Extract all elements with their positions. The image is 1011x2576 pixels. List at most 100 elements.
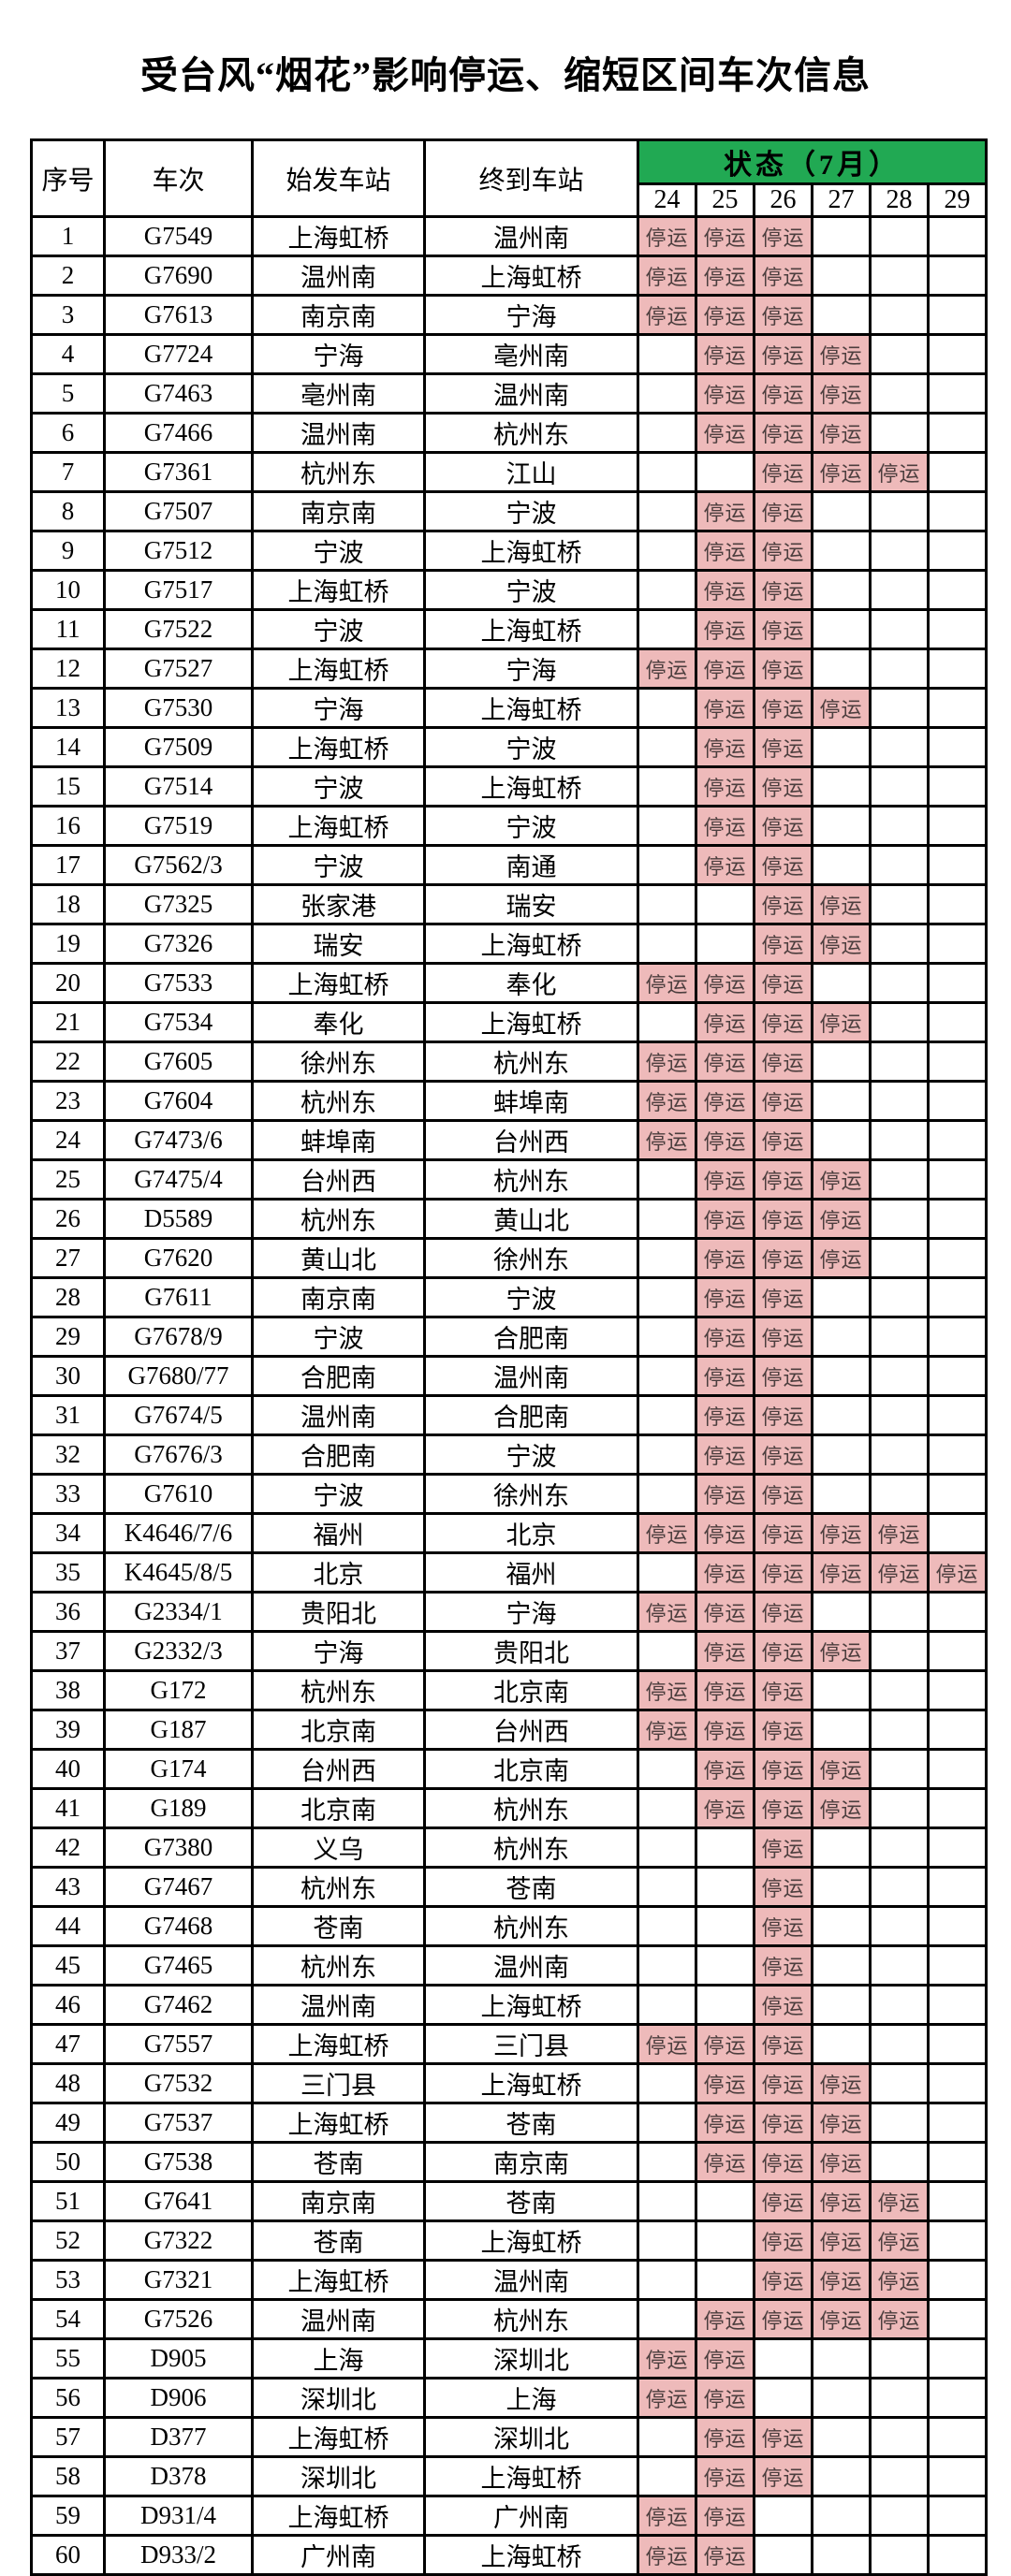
destination-station: 宁波	[423, 805, 639, 847]
row-number: 24	[30, 1119, 106, 1161]
status-cell-28	[869, 1394, 930, 1436]
status-cell-24	[637, 1787, 697, 1829]
status-cell-27: 停运	[811, 2298, 872, 2340]
row-number: 12	[30, 648, 106, 690]
destination-station: 三门县	[423, 2023, 639, 2065]
train-number: G7468	[103, 1905, 254, 1947]
destination-station: 上海虹桥	[423, 923, 639, 965]
status-cell-25	[695, 923, 755, 965]
train-number: D933/2	[103, 2534, 254, 2576]
status-cell-28	[869, 962, 930, 1004]
train-number: G7674/5	[103, 1394, 254, 1436]
destination-station: 温州南	[423, 1355, 639, 1397]
status-cell-24: 停运	[637, 1041, 697, 1083]
destination-station: 南通	[423, 844, 639, 886]
status-cell-24	[637, 1984, 697, 2026]
row-number: 44	[30, 1905, 106, 1947]
status-cell-24: 停运	[637, 1709, 697, 1751]
origin-station: 温州南	[251, 412, 426, 454]
train-number: G7605	[103, 1041, 254, 1083]
origin-station: 黄山北	[251, 1237, 426, 1279]
status-cell-26: 停运	[753, 726, 813, 768]
train-number: G174	[103, 1748, 254, 1790]
status-cell-29	[927, 1041, 988, 1083]
status-cell-24	[637, 1551, 697, 1594]
status-cell-28	[869, 1041, 930, 1083]
table-row: 59 D931/4 上海虹桥 广州南 停运 停运	[30, 2495, 988, 2537]
train-number: D5589	[103, 1198, 254, 1240]
status-cell-27	[811, 2377, 872, 2419]
header-status-july: 状态（7月）	[637, 138, 988, 185]
status-cell-25	[695, 1984, 755, 2026]
status-cell-26: 停运	[753, 2219, 813, 2262]
status-cell-26	[753, 2337, 813, 2380]
row-number: 42	[30, 1826, 106, 1869]
status-cell-26: 停运	[753, 1551, 813, 1594]
row-number: 15	[30, 765, 106, 808]
status-cell-24: 停运	[637, 2337, 697, 2380]
origin-station: 温州南	[251, 1394, 426, 1436]
status-cell-28	[869, 569, 930, 611]
status-cell-26	[753, 2377, 813, 2419]
destination-station: 上海	[423, 2377, 639, 2419]
status-cell-28	[869, 805, 930, 847]
status-cell-26: 停运	[753, 1944, 813, 1987]
table-row: 12 G7527 上海虹桥 宁海 停运 停运 停运	[30, 648, 988, 690]
row-number: 4	[30, 333, 106, 375]
origin-station: 杭州东	[251, 1866, 426, 1908]
status-cell-25: 停运	[695, 687, 755, 729]
status-cell-28	[869, 1866, 930, 1908]
destination-station: 徐州东	[423, 1473, 639, 1515]
status-cell-29	[927, 530, 988, 572]
status-cell-24	[637, 2180, 697, 2222]
status-cell-28	[869, 923, 930, 965]
destination-station: 杭州东	[423, 1158, 639, 1201]
train-number: G7467	[103, 1866, 254, 1908]
status-cell-26: 停运	[753, 255, 813, 297]
destination-station: 温州南	[423, 215, 639, 257]
train-number: G7641	[103, 2180, 254, 2222]
status-cell-26: 停运	[753, 2141, 813, 2183]
status-cell-26: 停运	[753, 1669, 813, 1711]
destination-station: 合肥南	[423, 1394, 639, 1436]
status-cell-29	[927, 2259, 988, 2301]
train-number: G7724	[103, 333, 254, 375]
row-number: 56	[30, 2377, 106, 2419]
table-row: 20 G7533 上海虹桥 奉化 停运 停运 停运	[30, 962, 988, 1004]
table-row: 42 G7380 义乌 杭州东 停运	[30, 1826, 988, 1869]
train-number: G7361	[103, 451, 254, 493]
table-row: 9 G7512 宁波 上海虹桥 停运 停运	[30, 530, 988, 572]
origin-station: 杭州东	[251, 1080, 426, 1122]
status-cell-24	[637, 412, 697, 454]
status-cell-29	[927, 294, 988, 336]
header-date-24: 24	[637, 182, 697, 218]
origin-station: 奉化	[251, 1001, 426, 1043]
status-cell-28	[869, 2455, 930, 2497]
origin-station: 上海虹桥	[251, 569, 426, 611]
table-row: 30 G7680/77 合肥南 温州南 停运 停运	[30, 1355, 988, 1397]
status-cell-24	[637, 1944, 697, 1987]
status-cell-27: 停运	[811, 1158, 872, 1201]
header-date-29: 29	[927, 182, 988, 218]
row-number: 27	[30, 1237, 106, 1279]
train-number: D377	[103, 2416, 254, 2458]
status-cell-27	[811, 1591, 872, 1633]
train-number: K4645/8/5	[103, 1551, 254, 1594]
destination-station: 上海虹桥	[423, 2219, 639, 2262]
row-number: 18	[30, 883, 106, 925]
status-cell-24	[637, 451, 697, 493]
status-cell-24: 停运	[637, 2023, 697, 2065]
train-suspension-table: 序号 车次 始发车站 终到车站 状态（7月） 24 25 26 27 28 29 1 G75…	[30, 138, 988, 2576]
table-row: 43 G7467 杭州东 苍南 停运	[30, 1866, 988, 1908]
destination-station: 杭州东	[423, 2298, 639, 2340]
status-cell-25: 停运	[695, 1119, 755, 1161]
train-number: G7530	[103, 687, 254, 729]
status-cell-28	[869, 726, 930, 768]
table-body: 1 G7549 上海虹桥 温州南 停运 停运 停运 2 G7690 温州南 上海虹桥 停运 停运 停运 3 G…	[30, 215, 988, 2576]
table-row: 29 G7678/9 宁波 合肥南 停运 停运	[30, 1316, 988, 1358]
status-cell-28	[869, 333, 930, 375]
destination-station: 宁海	[423, 648, 639, 690]
status-cell-25: 停运	[695, 2141, 755, 2183]
status-cell-26: 停运	[753, 451, 813, 493]
row-number: 29	[30, 1316, 106, 1358]
